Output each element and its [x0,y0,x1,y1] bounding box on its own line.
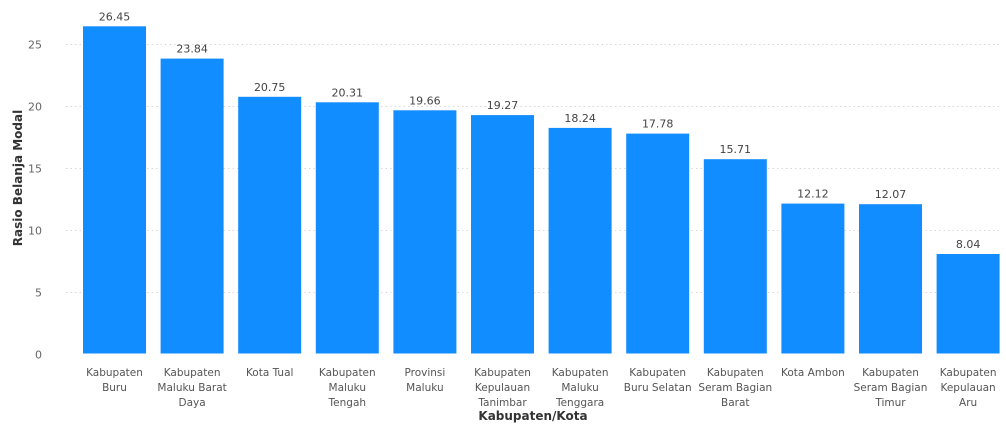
x-tick-label: Kota Ambon [781,367,845,379]
x-tick-label: Kabupaten Buru Selatan [624,367,692,394]
x-tick-label: Provinsi Maluku [404,367,445,394]
bar[interactable] [393,110,457,354]
bar[interactable] [859,204,922,354]
x-tick-label: Kabupaten Maluku Tenggara [552,367,609,409]
data-label: 17.78 [642,118,674,131]
data-labels: 26.45 23.84 20.75 20.31 19.66 19.27 18.24 17.78… [99,10,981,251]
x-tick-label: Kabupaten Maluku Barat Daya [157,367,226,409]
y-axis-ticks: 0 5 10 15 20 25 [28,39,42,362]
bar[interactable] [781,203,845,354]
data-label: 19.27 [487,99,519,112]
x-tick-label: Kabupaten Seram Bagian Timur [854,367,928,409]
data-label: 26.45 [99,10,131,23]
x-tick-label: Kabupaten Kepulauan Tanimbar [474,367,531,409]
y-axis-title: Rasio Belanja Modal [11,110,25,246]
y-tick-label: 15 [28,163,42,176]
y-tick-label: 5 [35,287,42,300]
y-tick-label: 20 [28,101,42,114]
data-label: 18.24 [564,112,596,125]
data-label: 12.12 [797,188,829,201]
bar[interactable] [471,115,534,354]
x-axis-title: Kabupaten/Kota [478,409,587,423]
x-tick-label: Kabupaten Seram Bagian Barat [698,367,772,409]
y-tick-label: 10 [28,225,42,238]
y-tick-label: 0 [35,349,42,362]
y-tick-label: 25 [28,39,42,52]
x-tick-label: Kabupaten Buru [86,367,143,394]
bar[interactable] [83,26,146,354]
bar[interactable] [626,133,690,354]
x-tick-label: Kabupaten Maluku Tengah [319,367,376,409]
x-tick-label: Kabupaten Kepulauan Aru [940,367,997,409]
data-label: 12.07 [875,188,907,201]
data-label: 15.71 [720,143,752,156]
data-label: 8.04 [956,238,981,251]
bar[interactable] [160,58,224,354]
bars [83,26,1000,354]
x-axis-ticks: Kabupaten Buru Kabupaten Maluku Barat Daya Ko… [86,367,996,409]
bar[interactable] [936,254,1000,354]
bar[interactable] [703,159,767,354]
data-label: 19.66 [409,94,441,107]
bar[interactable] [238,96,302,354]
x-tick-label: Kota Tual [246,367,294,379]
bar[interactable] [315,102,379,354]
data-label: 20.75 [254,81,286,94]
data-label: 23.84 [176,43,208,56]
bar[interactable] [548,127,612,354]
data-label: 20.31 [332,86,364,99]
